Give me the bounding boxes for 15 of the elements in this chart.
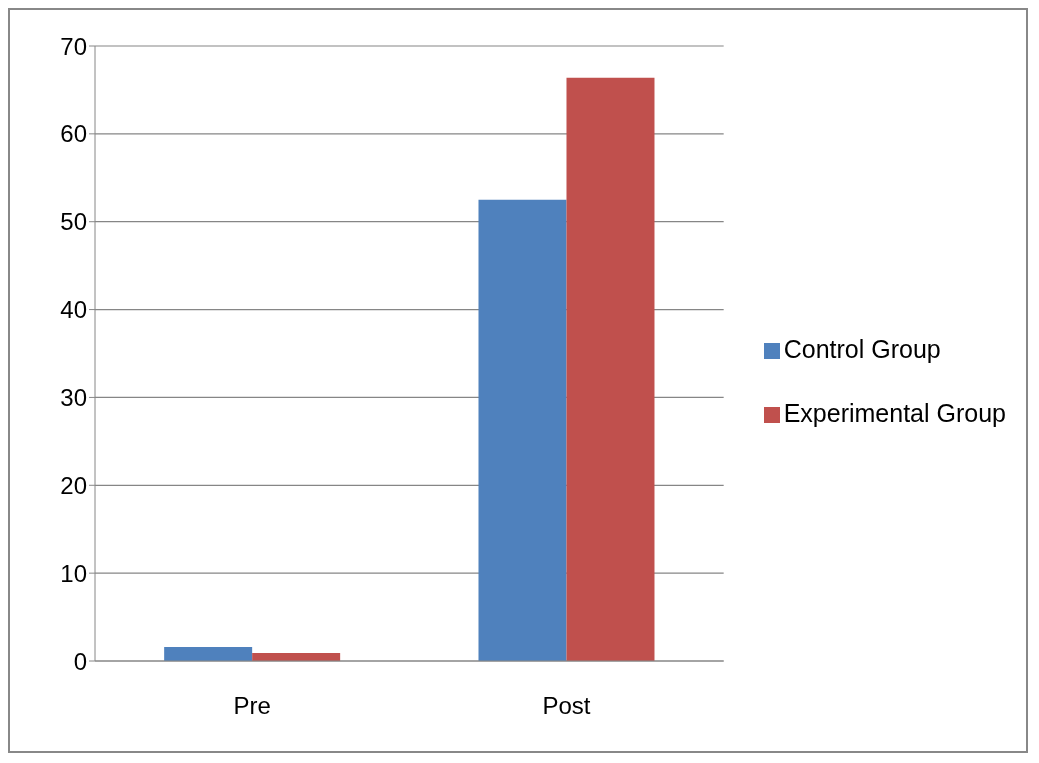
bar: [164, 646, 253, 661]
legend-label: Control Group: [783, 334, 941, 363]
bar: [566, 77, 655, 661]
y-tick-label: 70: [60, 32, 87, 60]
bar: [478, 199, 567, 661]
y-tick-label: 20: [60, 471, 87, 499]
y-tick-label: 60: [60, 120, 87, 148]
y-tick-label: 40: [60, 296, 87, 324]
y-tick-label: 0: [73, 647, 87, 675]
y-tick-label: 30: [60, 383, 87, 411]
x-tick-label: Pre: [233, 692, 271, 720]
y-tick-label: 50: [60, 208, 87, 236]
legend-label: Experimental Group: [783, 398, 1006, 427]
x-tick-label: Post: [542, 692, 591, 720]
y-tick-label: 10: [60, 559, 87, 587]
